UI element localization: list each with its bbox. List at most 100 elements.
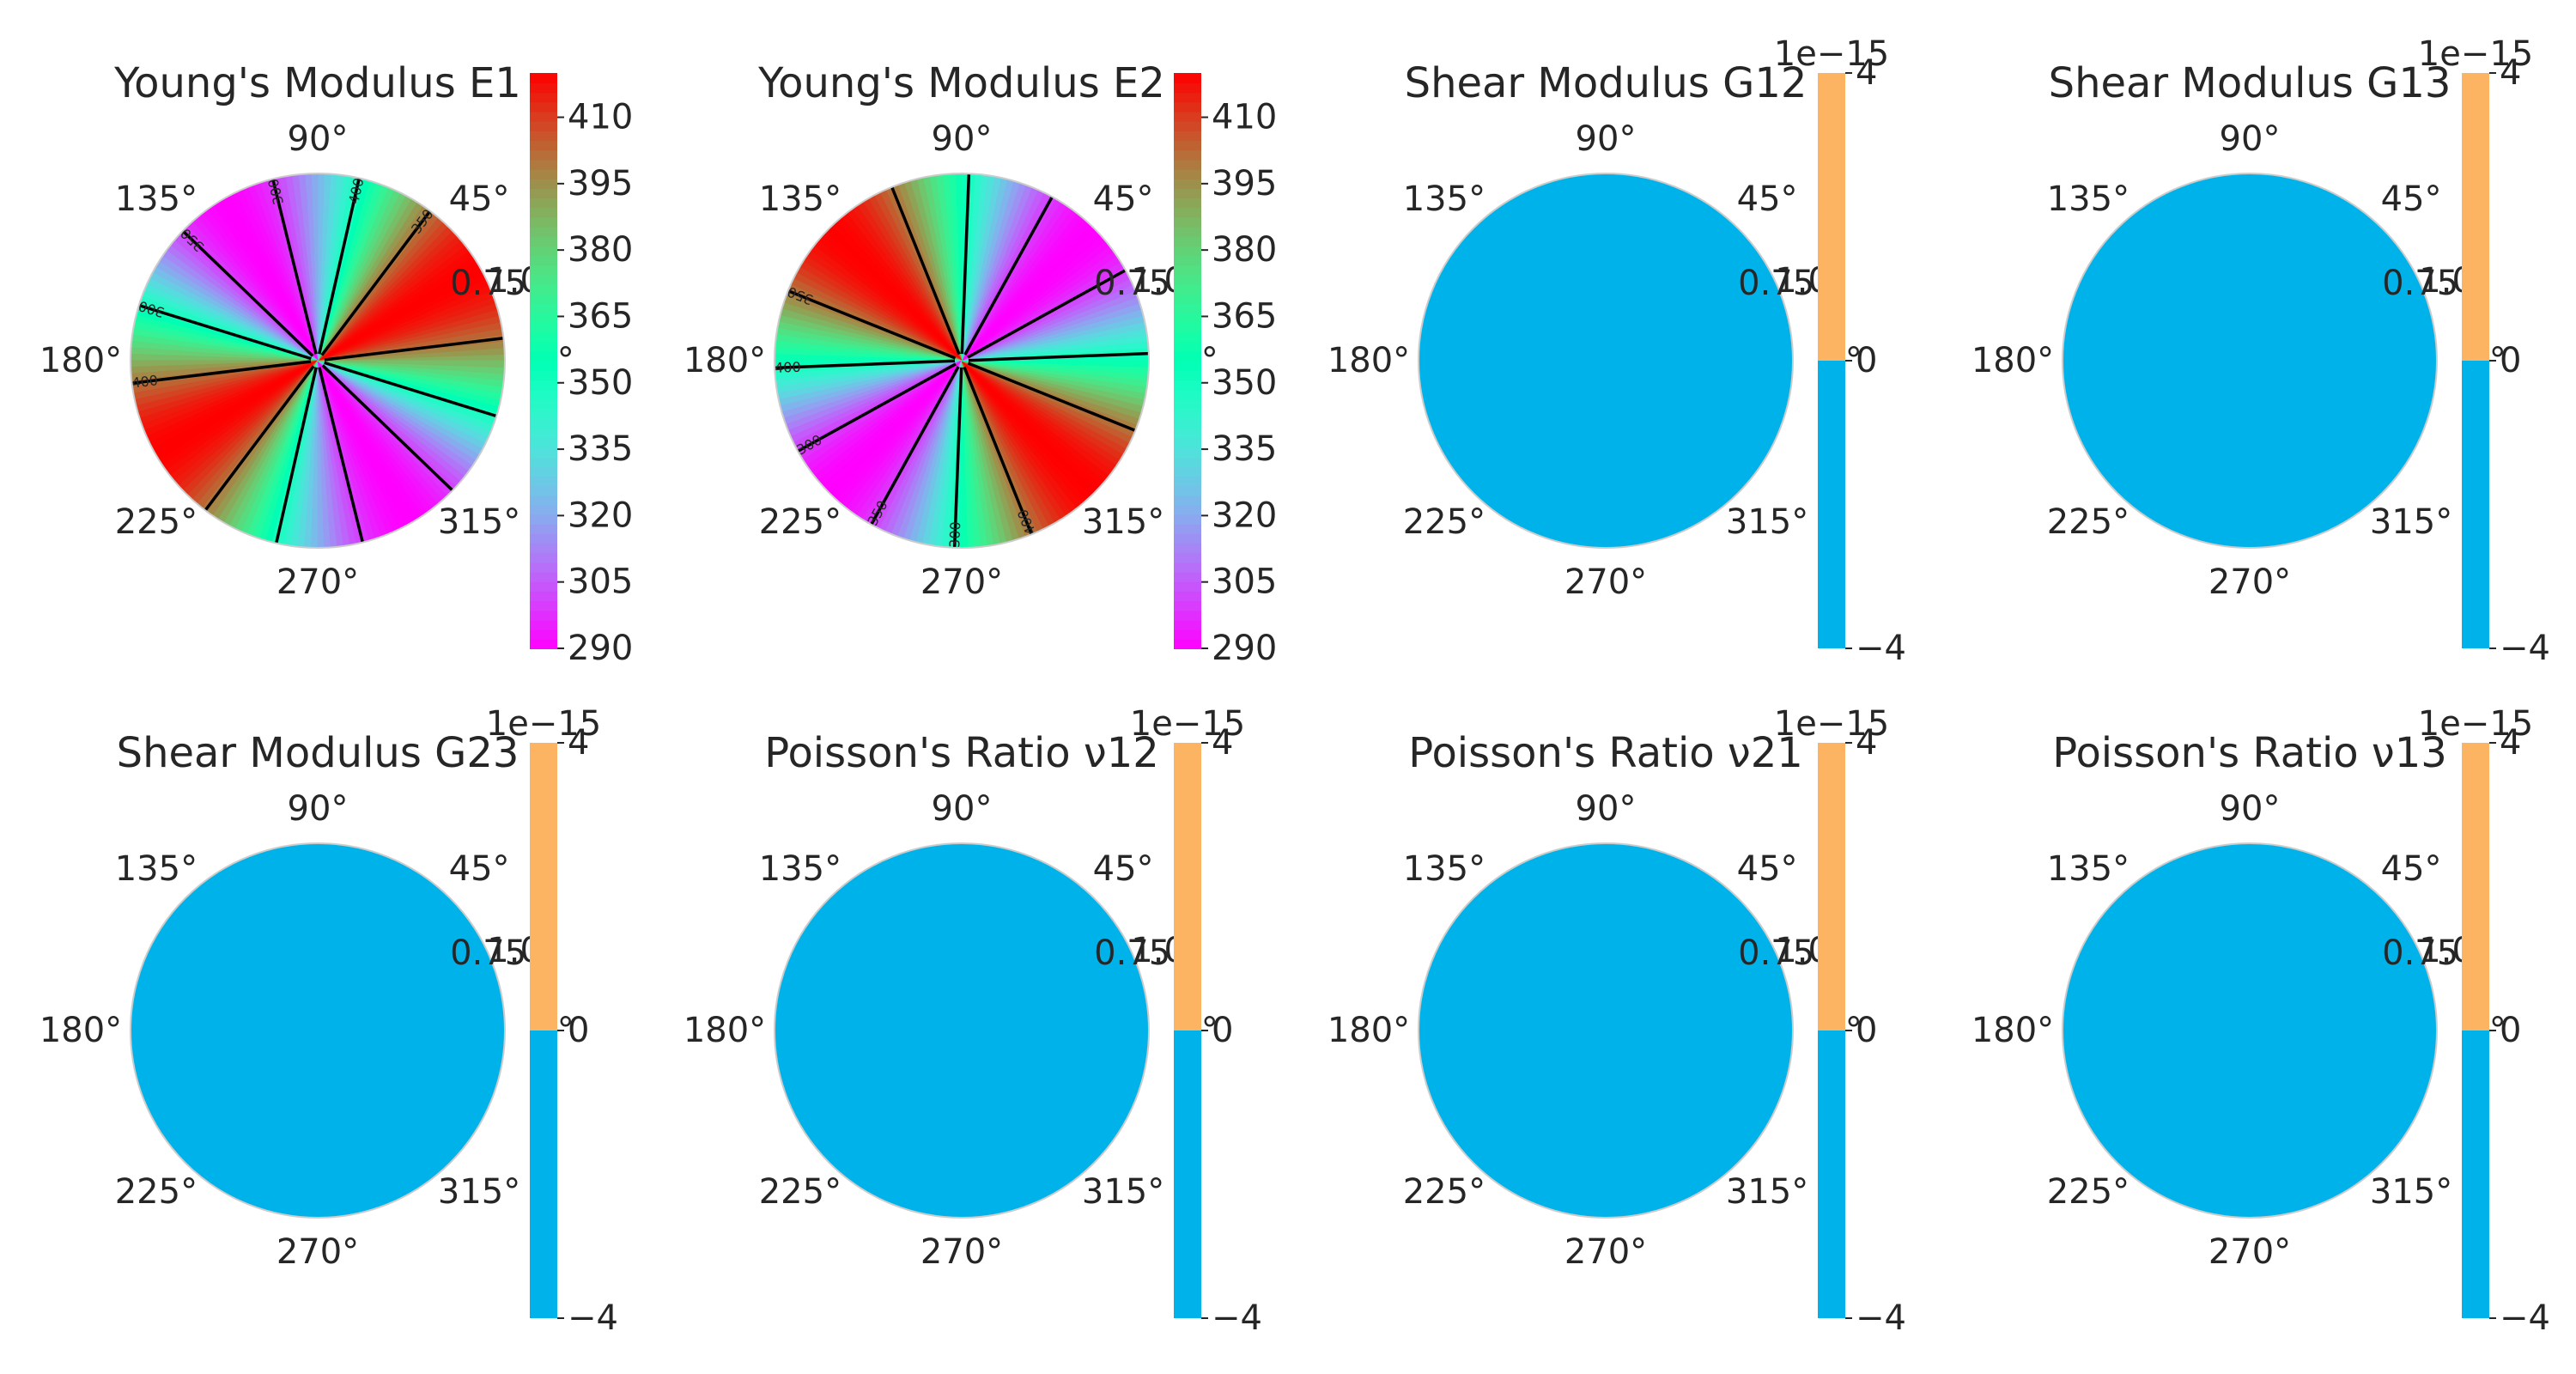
colorbar-segment xyxy=(530,73,557,84)
angle-label: 315° xyxy=(1726,502,1808,542)
colorbar-tick-label: 305 xyxy=(1212,562,1277,602)
colorbar-segment xyxy=(1174,341,1201,352)
colorbar-segment xyxy=(1174,514,1201,525)
colorbar-offset-label: 1e−15 xyxy=(2418,704,2533,744)
colorbar-tick-label: −4 xyxy=(1212,1298,1262,1338)
colorbar-segment xyxy=(1174,111,1201,122)
colorbar-segment xyxy=(1174,408,1201,419)
colorbar: −4 0 41e−15 xyxy=(1130,704,1262,1338)
subplot-title: Young's Modulus E1 xyxy=(113,59,521,107)
angle-label: 45° xyxy=(1737,179,1798,219)
radial-tick-label: 0.75 xyxy=(2382,264,2458,303)
angle-label: 45° xyxy=(449,179,510,219)
contour-line xyxy=(870,366,960,526)
angle-label: 315° xyxy=(1082,1172,1164,1212)
angle-label: 225° xyxy=(115,1172,197,1212)
angle-label: 270° xyxy=(1564,562,1647,602)
colorbar-segment xyxy=(530,168,557,179)
colorbar-tick-label: 365 xyxy=(568,296,633,336)
colorbar-tick-label: 320 xyxy=(1212,495,1277,535)
subplot-title: Young's Modulus E2 xyxy=(757,59,1165,107)
contour-label: 0 xyxy=(267,185,285,198)
angle-label: 90° xyxy=(932,789,993,829)
colorbar-segment xyxy=(530,207,557,218)
colorbar-segment xyxy=(1174,465,1201,477)
colorbar-segment xyxy=(1174,533,1201,544)
contour-line xyxy=(318,367,365,544)
colorbar-lower xyxy=(2462,361,2489,648)
angle-label: 315° xyxy=(1726,1172,1808,1212)
colorbar-segment xyxy=(530,264,557,276)
colorbar-segment xyxy=(530,523,557,534)
contour-line xyxy=(967,269,1127,359)
colorbar-segment xyxy=(530,428,557,439)
angle-label: 225° xyxy=(1403,1172,1485,1212)
colorbar-segment xyxy=(1174,274,1201,285)
contour-line xyxy=(138,303,312,361)
colorbar: −4 0 41e−15 xyxy=(2418,34,2550,668)
colorbar-segment xyxy=(530,485,557,496)
colorbar-segment xyxy=(530,341,557,352)
contour-line xyxy=(131,360,312,385)
colorbar-segment xyxy=(1174,178,1201,189)
angle-label: 45° xyxy=(1093,849,1154,889)
colorbar-segment xyxy=(530,361,557,372)
contour-line xyxy=(890,186,961,356)
colorbar-tick-label: −4 xyxy=(1856,1298,1906,1338)
angle-label: 135° xyxy=(759,849,841,889)
colorbar-segment xyxy=(530,82,557,94)
colorbar-segment xyxy=(530,140,557,151)
contour-line xyxy=(324,337,504,362)
colorbar-segment xyxy=(530,476,557,487)
colorbar-segment xyxy=(1174,552,1201,563)
angle-label: 180° xyxy=(1327,341,1410,380)
colorbar-segment xyxy=(530,198,557,209)
angle-label: 135° xyxy=(2047,179,2129,219)
colorbar-segment xyxy=(1174,246,1201,257)
colorbar-segment xyxy=(1174,149,1201,161)
polar-frame xyxy=(774,842,1150,1219)
contour-line xyxy=(181,229,314,357)
angle-label: 90° xyxy=(288,119,349,159)
colorbar-tick-label: 350 xyxy=(568,363,633,403)
angle-label: 270° xyxy=(2208,562,2291,602)
colorbar-tick-label: 290 xyxy=(568,629,633,668)
polar-frame xyxy=(1418,842,1794,1219)
colorbar-upper xyxy=(530,743,557,1030)
colorbar-segment xyxy=(530,408,557,419)
contour-line xyxy=(324,361,497,418)
colorbar-segment xyxy=(530,389,557,400)
colorbar-tick-label: 335 xyxy=(1212,429,1277,469)
colorbar-segment xyxy=(530,283,557,295)
colorbar-segment xyxy=(1174,610,1201,621)
colorbar-segment xyxy=(530,380,557,391)
polar-fill xyxy=(2063,173,2437,548)
colorbar-segment xyxy=(530,235,557,246)
colorbar-segment xyxy=(530,120,557,131)
contour-line xyxy=(275,367,318,544)
colorbar-segment xyxy=(1174,198,1201,209)
colorbar-segment xyxy=(530,619,557,630)
colorbar-segment xyxy=(1174,495,1201,506)
polar-disc xyxy=(2063,173,2437,548)
angle-label: 225° xyxy=(115,502,197,542)
colorbar-tick-label: 320 xyxy=(568,495,633,535)
colorbar-segment xyxy=(1174,322,1201,333)
polar-frame xyxy=(2062,173,2438,549)
angle-label: 45° xyxy=(1093,179,1154,219)
angle-label: 135° xyxy=(759,179,841,219)
angle-label: 225° xyxy=(759,502,841,542)
angle-label: 135° xyxy=(1403,849,1485,889)
contour-line xyxy=(967,362,1136,432)
colorbar-segment xyxy=(530,178,557,189)
polar-disc xyxy=(1419,843,1793,1218)
colorbar-tick-label: 380 xyxy=(568,230,633,270)
angle-label: 45° xyxy=(1737,849,1798,889)
colorbar-tick-label: −4 xyxy=(568,1298,618,1338)
colorbar-segment xyxy=(1174,216,1201,228)
colorbar-segment xyxy=(530,610,557,621)
colorbar-segment xyxy=(1174,313,1201,324)
colorbar-lower xyxy=(1174,1030,1201,1318)
colorbar-tick-label: 4 xyxy=(2500,723,2521,763)
colorbar-offset-label: 1e−15 xyxy=(2418,34,2533,74)
